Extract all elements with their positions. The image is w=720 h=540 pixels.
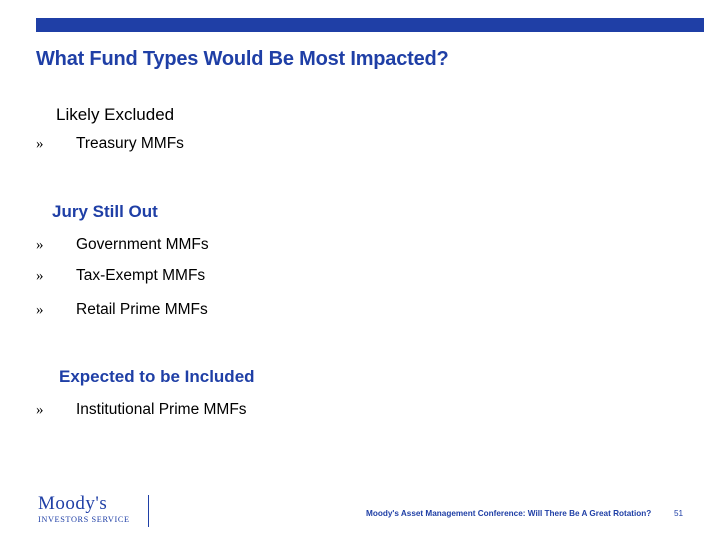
footer-divider xyxy=(148,495,149,527)
moodys-logo: Moody's INVESTORS SERVICE xyxy=(38,493,138,531)
list-item: » Treasury MMFs xyxy=(36,134,184,154)
list-item-label: Government MMFs xyxy=(76,236,209,253)
logo-wordmark: Moody's xyxy=(38,493,108,514)
footer-caption: Moody's Asset Management Conference: Wil… xyxy=(366,509,652,518)
bullet-chevron-icon: » xyxy=(36,135,44,152)
bullet-chevron-icon: » xyxy=(36,236,44,253)
bullet-chevron-icon: » xyxy=(36,267,44,284)
bullet-chevron-icon: » xyxy=(36,401,44,418)
slide-title: What Fund Types Would Be Most Impacted? xyxy=(36,48,449,70)
section-heading-excluded: Likely Excluded xyxy=(56,105,175,124)
list-item-label: Retail Prime MMFs xyxy=(76,301,208,318)
section-heading-jury: Jury Still Out xyxy=(52,202,158,221)
logo-subtitle: INVESTORS SERVICE xyxy=(38,515,130,524)
section-heading-included: Expected to be Included xyxy=(59,367,255,386)
list-item: » Government MMFs xyxy=(36,235,209,255)
list-item-label: Tax-Exempt MMFs xyxy=(76,267,206,284)
list-item-label: Treasury MMFs xyxy=(76,135,184,152)
bullet-chevron-icon: » xyxy=(36,301,44,318)
list-item: » Institutional Prime MMFs xyxy=(36,400,247,420)
page-number: 51 xyxy=(674,509,684,518)
list-item: » Tax-Exempt MMFs xyxy=(36,266,205,286)
list-item-label: Institutional Prime MMFs xyxy=(76,401,247,418)
list-item: » Retail Prime MMFs xyxy=(36,300,208,320)
header-bar xyxy=(36,18,704,32)
